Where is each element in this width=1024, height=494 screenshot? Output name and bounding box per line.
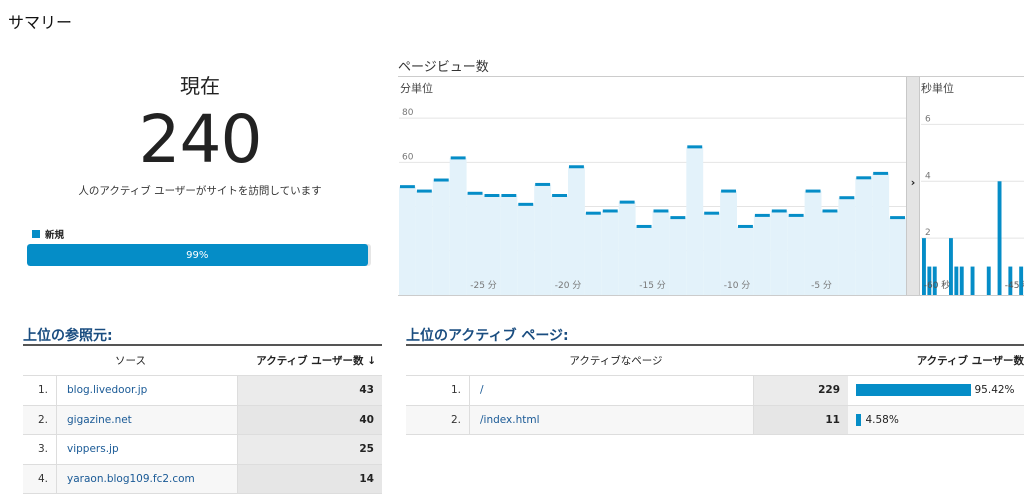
referrer-link[interactable]: yaraon.blog109.fc2.com bbox=[57, 465, 238, 494]
page-link[interactable]: /index.html bbox=[470, 406, 754, 435]
page-active-users: 11 bbox=[754, 406, 848, 435]
x-tick-label: -60 秒 bbox=[924, 279, 951, 291]
row-number: 1. bbox=[406, 376, 470, 405]
page-link[interactable]: / bbox=[470, 376, 754, 405]
col-active-users-sort[interactable]: アクティブ ユーザー数 ↓ bbox=[238, 353, 382, 368]
referrers-header: ソース アクティブ ユーザー数 ↓ bbox=[23, 346, 382, 376]
pages-table: アクティブなページ アクティブ ユーザー数 1./229 95.42% 2./ind… bbox=[406, 344, 1024, 435]
pages-header: アクティブなページ アクティブ ユーザー数 bbox=[406, 346, 1024, 376]
row-number: 4. bbox=[23, 465, 57, 494]
minute-bar-area bbox=[788, 215, 805, 295]
x-tick-label: -10 分 bbox=[724, 280, 751, 291]
x-tick-label: -20 分 bbox=[555, 280, 582, 291]
page-share: 4.58% bbox=[848, 406, 1024, 435]
row-number: 3. bbox=[23, 435, 57, 464]
second-bar[interactable] bbox=[987, 267, 991, 295]
y-tick-label: 60 bbox=[402, 152, 414, 162]
minute-bar-area bbox=[619, 202, 636, 295]
page-title: サマリー bbox=[8, 9, 72, 33]
y-tick-label: 80 bbox=[402, 108, 414, 118]
minute-bar-area bbox=[686, 147, 703, 295]
minute-bar-area bbox=[585, 213, 602, 295]
top-referrers-title: 上位の参照元: bbox=[23, 325, 113, 345]
minute-bar-area bbox=[889, 218, 906, 295]
x-tick-label: -25 分 bbox=[470, 280, 497, 291]
page-share-percent: 4.58% bbox=[865, 414, 898, 426]
legend-new-label: 新規 bbox=[45, 227, 64, 241]
x-tick-label: -15 分 bbox=[639, 280, 666, 291]
new-users-progress: 99% bbox=[27, 244, 371, 266]
minute-bar-area bbox=[467, 193, 484, 295]
page-share-percent: 95.42% bbox=[975, 384, 1015, 396]
col-source[interactable]: ソース bbox=[23, 353, 238, 368]
active-user-count: 240 bbox=[60, 100, 340, 180]
referrer-active-users: 43 bbox=[238, 376, 382, 405]
now-label: 現在 bbox=[80, 70, 320, 99]
minute-bar-area bbox=[450, 158, 467, 295]
new-users-percent: 99% bbox=[186, 250, 208, 261]
referrer-active-users: 40 bbox=[238, 406, 382, 435]
active-user-description: 人のアクティブ ユーザーがサイトを訪問しています bbox=[30, 183, 370, 198]
minute-bar-area bbox=[855, 178, 872, 295]
minute-bar-area bbox=[568, 167, 585, 295]
page-share-bar bbox=[856, 414, 861, 426]
minute-bar-area bbox=[754, 215, 771, 295]
new-users-progress-fill: 99% bbox=[27, 244, 368, 266]
minute-bar-area bbox=[433, 180, 450, 295]
minute-chart: 20406080-25 分-20 分-15 分-10 分-5 分 bbox=[399, 96, 906, 295]
referrer-link[interactable]: blog.livedoor.jp bbox=[57, 376, 238, 405]
page-row: 1./229 95.42% bbox=[406, 376, 1024, 406]
minute-bar-area bbox=[703, 213, 720, 295]
minute-bar-area bbox=[771, 211, 788, 295]
referrer-active-users: 25 bbox=[238, 435, 382, 464]
minute-bar-area bbox=[669, 218, 686, 295]
x-tick-label: -45 秒 bbox=[1005, 279, 1024, 291]
pageviews-title: ページビュー数 bbox=[398, 56, 489, 75]
minute-bar-area bbox=[805, 191, 822, 295]
minute-bar-area bbox=[872, 173, 889, 295]
second-label: 秒単位 bbox=[921, 80, 954, 96]
minute-bar-area bbox=[534, 184, 551, 295]
legend-new: 新規 bbox=[32, 227, 64, 241]
x-tick-label: -5 分 bbox=[811, 280, 832, 291]
referrer-link[interactable]: vippers.jp bbox=[57, 435, 238, 464]
y-tick-label: 2 bbox=[925, 228, 931, 238]
second-bar[interactable] bbox=[960, 267, 964, 295]
legend-swatch-icon bbox=[32, 230, 40, 238]
y-tick-label: 4 bbox=[925, 171, 931, 181]
row-number: 2. bbox=[406, 406, 470, 435]
second-bar[interactable] bbox=[954, 267, 958, 295]
referrer-active-users: 14 bbox=[238, 465, 382, 494]
second-bar[interactable] bbox=[971, 267, 975, 295]
minute-bar-area bbox=[838, 198, 855, 295]
y-tick-label: 6 bbox=[925, 114, 931, 124]
row-number: 1. bbox=[23, 376, 57, 405]
minute-bar-area bbox=[500, 196, 517, 296]
page-share: 95.42% bbox=[848, 376, 1024, 405]
minute-bar-area bbox=[517, 204, 534, 295]
minute-bar-area bbox=[399, 187, 416, 295]
row-number: 2. bbox=[23, 406, 57, 435]
second-bar[interactable] bbox=[998, 181, 1002, 295]
second-chart: 2 4 6 -60 秒 -45 秒 bbox=[921, 96, 1024, 295]
page-active-users: 229 bbox=[754, 376, 848, 405]
minute-bar-area bbox=[602, 211, 619, 295]
chevron-right-icon[interactable]: › bbox=[906, 176, 920, 189]
minute-bar-area bbox=[416, 191, 433, 295]
minute-label: 分単位 bbox=[400, 80, 433, 96]
page-share-bar bbox=[856, 384, 971, 396]
minute-bar-area bbox=[720, 191, 737, 295]
col-page[interactable]: アクティブなページ bbox=[406, 353, 826, 368]
referrer-link[interactable]: gigazine.net bbox=[57, 406, 238, 435]
col-page-active-users[interactable]: アクティブ ユーザー数 bbox=[826, 353, 1024, 368]
top-pages-title: 上位のアクティブ ページ: bbox=[406, 325, 569, 345]
